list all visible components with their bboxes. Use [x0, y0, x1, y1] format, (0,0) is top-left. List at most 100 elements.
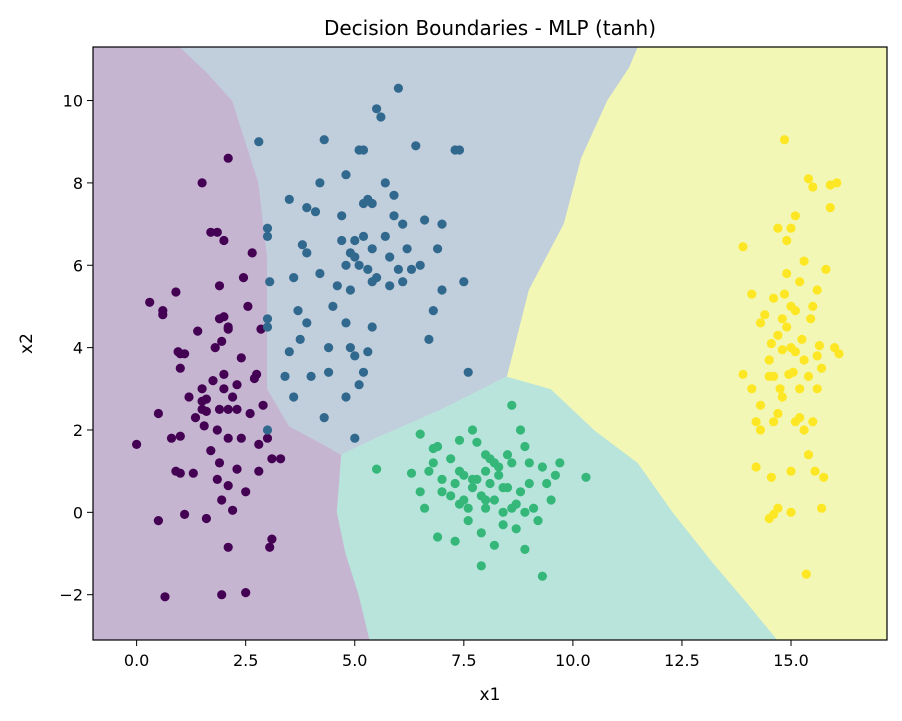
point-class-3 — [769, 417, 779, 427]
point-class-1 — [389, 211, 399, 221]
point-class-1 — [310, 207, 321, 217]
point-class-3 — [812, 351, 822, 361]
point-class-2 — [415, 487, 425, 497]
point-class-3 — [799, 425, 809, 435]
point-class-3 — [812, 285, 822, 295]
chart-title: Decision Boundaries - MLP (tanh) — [324, 16, 656, 40]
point-class-1 — [350, 351, 360, 361]
point-class-1 — [262, 231, 273, 241]
point-class-3 — [832, 178, 842, 188]
point-class-1 — [328, 301, 338, 311]
point-class-0 — [223, 481, 233, 491]
x-tick-label: 2.5 — [233, 651, 258, 670]
point-class-0 — [153, 516, 163, 526]
point-class-3 — [779, 289, 790, 299]
point-class-3 — [773, 223, 783, 233]
point-class-1 — [354, 380, 364, 390]
point-class-2 — [507, 503, 517, 513]
region-class-3 — [506, 47, 887, 640]
point-class-2 — [463, 503, 473, 513]
point-class-0 — [175, 431, 185, 441]
point-class-0 — [254, 439, 264, 449]
point-class-3 — [751, 462, 761, 472]
point-class-0 — [175, 468, 185, 478]
point-class-3 — [773, 330, 783, 340]
point-class-0 — [158, 310, 168, 320]
point-class-1 — [315, 268, 325, 279]
point-class-2 — [433, 532, 443, 542]
point-class-2 — [533, 516, 543, 526]
point-class-1 — [350, 433, 360, 443]
point-class-1 — [319, 135, 329, 145]
point-class-3 — [764, 371, 774, 381]
point-class-1 — [262, 425, 273, 435]
y-axis-ticks: −2 0 2 4 6 8 10 — [59, 92, 93, 605]
y-tick-label: −2 — [59, 586, 83, 605]
point-class-0 — [208, 376, 218, 386]
point-class-2 — [467, 474, 478, 484]
point-class-2 — [454, 435, 465, 445]
point-class-1 — [389, 190, 399, 200]
point-class-0 — [247, 248, 257, 258]
point-class-0 — [166, 433, 177, 443]
point-class-3 — [810, 466, 820, 476]
point-class-2 — [485, 478, 495, 489]
point-class-0 — [219, 384, 229, 394]
y-tick-label: 10 — [63, 92, 83, 111]
point-class-1 — [337, 235, 347, 246]
point-class-2 — [515, 425, 526, 435]
point-class-2 — [372, 464, 382, 474]
point-class-2 — [476, 561, 486, 571]
point-class-0 — [175, 363, 185, 373]
point-class-3 — [817, 503, 827, 513]
point-class-0 — [223, 153, 233, 163]
point-class-3 — [766, 472, 777, 482]
point-class-3 — [769, 293, 779, 303]
point-class-0 — [212, 425, 222, 435]
point-class-2 — [550, 470, 561, 480]
point-class-0 — [232, 380, 242, 390]
point-class-1 — [289, 273, 299, 283]
point-class-2 — [467, 425, 478, 435]
point-class-0 — [217, 336, 227, 346]
point-class-2 — [546, 495, 556, 505]
point-class-0 — [232, 404, 242, 414]
point-class-3 — [790, 211, 801, 221]
point-class-3 — [755, 318, 766, 328]
point-class-1 — [262, 322, 273, 332]
point-class-1 — [337, 211, 347, 221]
point-class-3 — [777, 345, 787, 355]
point-class-0 — [243, 301, 253, 311]
point-class-2 — [502, 450, 513, 460]
point-class-3 — [795, 277, 805, 287]
point-class-1 — [380, 178, 390, 188]
point-class-0 — [219, 369, 229, 379]
point-class-2 — [459, 470, 469, 480]
point-class-1 — [385, 281, 395, 291]
point-class-3 — [786, 466, 796, 476]
point-class-1 — [428, 306, 438, 316]
point-class-2 — [520, 441, 530, 452]
point-class-2 — [446, 454, 456, 464]
x-tick-label: 0.0 — [124, 651, 149, 670]
point-class-2 — [459, 495, 469, 505]
point-class-3 — [803, 371, 814, 381]
point-class-2 — [555, 458, 565, 468]
point-class-3 — [755, 400, 766, 410]
point-class-1 — [324, 367, 334, 377]
point-class-0 — [241, 487, 251, 497]
point-class-3 — [803, 450, 814, 460]
point-class-3 — [788, 367, 798, 377]
point-class-3 — [808, 301, 818, 311]
point-class-0 — [212, 227, 222, 237]
point-class-0 — [276, 454, 286, 464]
point-class-3 — [775, 384, 785, 394]
point-class-1 — [341, 170, 351, 180]
point-class-0 — [193, 326, 203, 336]
point-class-3 — [821, 264, 831, 274]
point-class-0 — [223, 433, 233, 443]
point-class-1 — [302, 248, 312, 258]
point-class-1 — [398, 219, 408, 229]
point-class-1 — [420, 215, 430, 225]
point-class-1 — [345, 343, 355, 353]
